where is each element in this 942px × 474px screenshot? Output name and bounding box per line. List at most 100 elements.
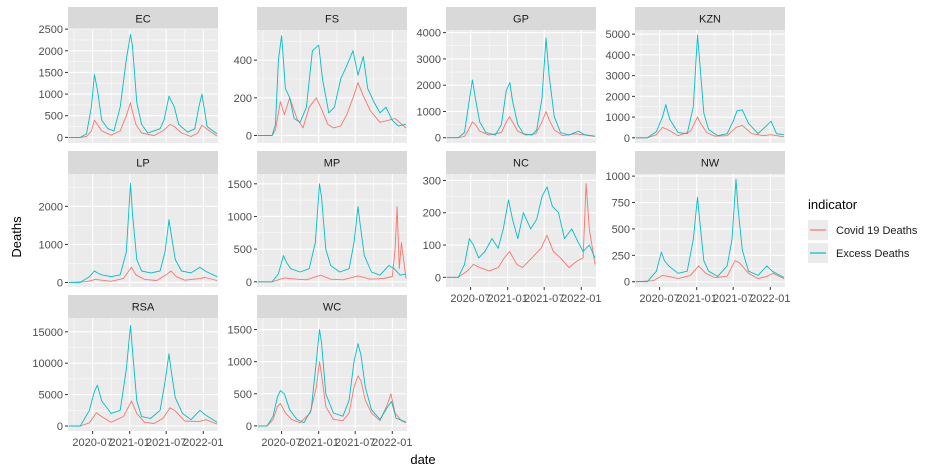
panel-background-kzn xyxy=(635,30,785,143)
panel-title-kzn: KZN xyxy=(699,14,721,26)
y-tick-label: 400 xyxy=(234,55,252,67)
series-line-excess-deaths-nc xyxy=(446,186,596,278)
series-line-excess-deaths-kzn xyxy=(635,34,785,139)
series-line-excess-deaths-lp xyxy=(68,183,218,283)
y-tick-label: 0 xyxy=(435,272,441,284)
y-tick-label: 2000 xyxy=(39,201,63,213)
series-line-excess-deaths-wc xyxy=(257,329,407,427)
y-tick-label: 1000 xyxy=(606,112,630,124)
series-line-excess-deaths-ec xyxy=(68,33,218,138)
panel-title-nc: NC xyxy=(513,158,529,170)
x-tick-label: 2022-01 xyxy=(750,293,790,305)
series-line-covid-19-deaths-gp xyxy=(446,111,596,139)
series-line-covid-19-deaths-nw xyxy=(635,260,785,283)
y-tick-label: 200 xyxy=(423,208,441,220)
panel-rsa: RSA 0 5000 10000 15000 2020-072021-012021-072… xyxy=(32,295,223,449)
panel-grid-ec xyxy=(68,28,218,143)
panel-strip-rsa xyxy=(68,295,218,318)
y-tick-label: 500 xyxy=(612,224,630,236)
x-tick-label: 2021-01 xyxy=(677,293,717,305)
legend-item-covid: Covid 19 Deaths xyxy=(808,220,918,240)
panel-background-fs xyxy=(257,30,407,143)
legend-label-covid: Covid 19 Deaths xyxy=(836,225,918,237)
y-tick-label: 500 xyxy=(45,111,63,123)
y-tick-label: 500 xyxy=(234,389,252,401)
legend: indicator Covid 19 Deaths Excess Deaths xyxy=(808,197,918,263)
y-tick-label: 100 xyxy=(423,240,441,252)
y-axis-title: Deaths xyxy=(9,216,24,258)
series-line-excess-deaths-gp xyxy=(446,37,596,139)
x-tick-label: 2022-01 xyxy=(372,437,412,449)
panel-strip-fs xyxy=(257,7,407,30)
series-line-excess-deaths-rsa xyxy=(68,325,218,427)
y-tick-label: 0 xyxy=(624,133,630,145)
y-tick-label: 200 xyxy=(234,93,252,105)
y-tick-label: 4000 xyxy=(417,28,441,40)
y-tick-label: 750 xyxy=(612,198,630,210)
y-tick-label: 1000 xyxy=(228,211,252,223)
y-tick-label: 1000 xyxy=(39,89,63,101)
panel-mp: MP 0 500 1000 1500 xyxy=(228,151,407,289)
y-tick-label: 0 xyxy=(57,132,63,144)
panel-grid-mp xyxy=(257,174,407,287)
series-line-covid-19-deaths-nc xyxy=(446,183,596,278)
y-tick-label: 250 xyxy=(612,250,630,262)
y-tick-label: 0 xyxy=(435,133,441,145)
panel-strip-nw xyxy=(635,151,785,174)
series-line-excess-deaths-nw xyxy=(635,178,785,283)
panel-strip-wc xyxy=(257,295,407,318)
y-tick-label: 300 xyxy=(423,175,441,187)
y-tick-label: 2000 xyxy=(417,80,441,92)
y-tick-label: 4000 xyxy=(606,50,630,62)
x-tick-label: 2021-07 xyxy=(146,437,186,449)
series-line-excess-deaths-fs xyxy=(257,35,407,136)
series-line-covid-19-deaths-mp xyxy=(257,206,407,283)
series-line-covid-19-deaths-kzn xyxy=(635,116,785,139)
panel-kzn: KZN 0 1000 2000 3000 4000 5000 xyxy=(606,7,785,145)
x-tick-label: 2020-07 xyxy=(639,293,679,305)
y-tick-label: 3000 xyxy=(417,54,441,66)
panel-strip-ec xyxy=(68,7,218,30)
legend-title: indicator xyxy=(808,197,858,212)
panel-background-gp xyxy=(446,30,596,143)
y-tick-label: 3000 xyxy=(606,71,630,83)
x-tick-label: 2021-01 xyxy=(488,293,528,305)
y-tick-label: 0 xyxy=(57,421,63,433)
panel-lp: LP 0 1000 2000 xyxy=(39,151,218,289)
y-tick-label: 1000 xyxy=(417,106,441,118)
panel-title-ec: EC xyxy=(135,14,150,26)
panel-gp: GP 0 1000 2000 3000 4000 xyxy=(417,7,596,145)
y-tick-label: 2000 xyxy=(606,91,630,103)
panel-grid-rsa xyxy=(68,318,218,431)
y-tick-label: 5000 xyxy=(39,390,63,402)
y-tick-label: 0 xyxy=(624,277,630,289)
series-line-covid-19-deaths-rsa xyxy=(68,400,218,427)
x-tick-label: 2021-01 xyxy=(110,437,150,449)
panel-strip-mp xyxy=(257,151,407,174)
panel-title-mp: MP xyxy=(324,158,341,170)
x-tick-label: 2021-07 xyxy=(713,293,753,305)
panel-title-lp: LP xyxy=(136,158,149,170)
panel-strip-gp xyxy=(446,7,596,30)
y-tick-label: 1000 xyxy=(39,239,63,251)
y-tick-label: 1500 xyxy=(228,325,252,337)
y-tick-label: 0 xyxy=(246,130,252,142)
y-tick-label: 15000 xyxy=(32,327,63,339)
series-line-covid-19-deaths-lp xyxy=(68,266,218,283)
y-tick-label: 0 xyxy=(57,277,63,289)
panel-strip-lp xyxy=(68,151,218,174)
panel-background-rsa xyxy=(68,318,218,431)
panel-grid-nw xyxy=(635,174,785,287)
x-tick-label: 2020-07 xyxy=(450,293,490,305)
y-tick-label: 1500 xyxy=(39,67,63,79)
panel-nw: NW 0 250 500 750 1000 2020-072021-012021-07202… xyxy=(606,151,790,305)
panel-wc: WC 0 500 1000 1500 2020-072021-012021-072022-… xyxy=(228,295,412,449)
panel-grid-kzn xyxy=(635,30,785,143)
legend-label-excess: Excess Deaths xyxy=(836,248,910,260)
x-tick-label: 2022-01 xyxy=(561,293,601,305)
panel-fs: FS 0 200 400 xyxy=(234,7,407,143)
x-tick-label: 2022-01 xyxy=(183,437,223,449)
panel-grid-gp xyxy=(446,30,596,143)
series-line-covid-19-deaths-wc xyxy=(257,361,407,427)
